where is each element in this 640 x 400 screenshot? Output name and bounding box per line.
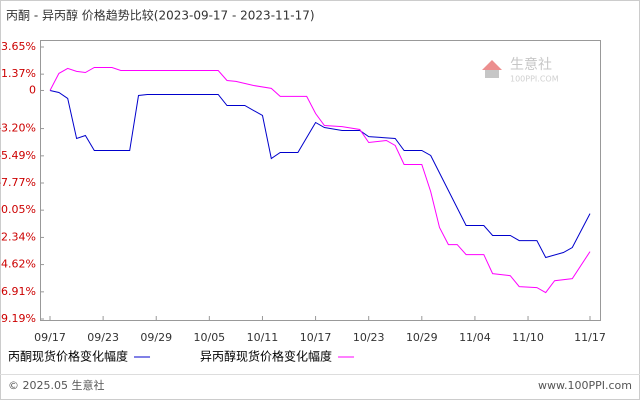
- y-tick-label: -10.05%: [0, 203, 36, 216]
- series-line: [49, 67, 591, 294]
- y-tick-label: -12.34%: [0, 230, 36, 243]
- y-tick-label: -5.49%: [0, 149, 36, 162]
- watermark: 生意社 100PPI.COM: [482, 56, 559, 84]
- footer-copyright: © 2025.05 生意社: [8, 378, 104, 392]
- x-tick-label: 11/04: [459, 331, 491, 344]
- x-tick-label: 09/17: [34, 331, 66, 344]
- y-tick-label: -3.20%: [0, 122, 36, 135]
- x-tick-label: 10/11: [247, 331, 279, 344]
- legend-label: 异丙醇现货价格变化幅度: [200, 349, 332, 364]
- footer-site: www.100PPI.com: [538, 379, 632, 392]
- y-tick-label: -7.77%: [0, 176, 36, 189]
- x-tick-label: 10/17: [300, 331, 332, 344]
- y-tick-label: -19.19%: [0, 312, 36, 325]
- legend-label: 丙酮现货价格变化幅度: [8, 349, 128, 364]
- y-tick-label: -14.62%: [0, 258, 36, 271]
- series-line: [49, 90, 591, 259]
- x-tick-label: 11/17: [574, 331, 606, 344]
- chart-title: 丙酮 - 异丙醇 价格趋势比较(2023-09-17 - 2023-11-17): [6, 8, 315, 23]
- x-tick-label: 11/10: [512, 331, 544, 344]
- x-tick-label: 10/29: [406, 331, 438, 344]
- y-tick-label: -16.91%: [0, 285, 36, 298]
- x-tick-label: 10/05: [193, 331, 225, 344]
- watermark-site: 100PPI.COM: [510, 75, 559, 84]
- y-tick-label: 3.65%: [1, 40, 36, 53]
- plot-area: [40, 40, 601, 321]
- y-tick-label: 0: [29, 83, 36, 96]
- y-tick-label: 1.37%: [1, 67, 36, 80]
- x-tick-label: 09/29: [140, 331, 172, 344]
- watermark-logo: [485, 70, 499, 78]
- watermark-logo: [482, 60, 502, 70]
- x-tick-label: 10/23: [353, 331, 385, 344]
- x-tick-label: 09/23: [87, 331, 119, 344]
- watermark-name: 生意社: [510, 56, 552, 73]
